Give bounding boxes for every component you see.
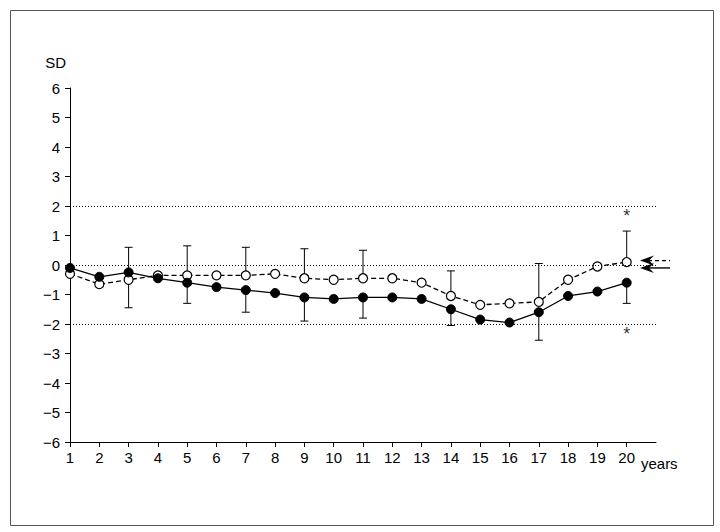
svg-text:12: 12 bbox=[384, 449, 401, 466]
svg-text:−2: −2 bbox=[43, 316, 60, 333]
svg-text:*: * bbox=[623, 324, 630, 344]
svg-text:−3: −3 bbox=[43, 345, 60, 362]
svg-text:20: 20 bbox=[618, 449, 635, 466]
svg-text:−4: −4 bbox=[43, 375, 60, 392]
svg-text:4: 4 bbox=[154, 449, 162, 466]
svg-text:18: 18 bbox=[560, 449, 577, 466]
svg-text:1: 1 bbox=[66, 449, 74, 466]
svg-text:5: 5 bbox=[183, 449, 191, 466]
svg-text:16: 16 bbox=[501, 449, 518, 466]
svg-text:2: 2 bbox=[52, 198, 60, 215]
svg-text:0: 0 bbox=[52, 257, 60, 274]
svg-text:4: 4 bbox=[52, 139, 60, 156]
svg-text:−1: −1 bbox=[43, 286, 60, 303]
svg-text:6: 6 bbox=[52, 80, 60, 97]
svg-text:3: 3 bbox=[124, 449, 132, 466]
svg-text:11: 11 bbox=[355, 449, 371, 466]
svg-text:10: 10 bbox=[325, 449, 342, 466]
svg-text:years: years bbox=[641, 455, 678, 472]
svg-text:13: 13 bbox=[413, 449, 430, 466]
svg-text:5: 5 bbox=[52, 109, 60, 126]
svg-text:19: 19 bbox=[589, 449, 606, 466]
svg-text:7: 7 bbox=[242, 449, 250, 466]
svg-text:8: 8 bbox=[271, 449, 279, 466]
svg-text:14: 14 bbox=[443, 449, 460, 466]
svg-text:1: 1 bbox=[52, 227, 60, 244]
svg-text:*: * bbox=[623, 206, 630, 226]
svg-text:2: 2 bbox=[95, 449, 103, 466]
svg-text:6: 6 bbox=[212, 449, 220, 466]
svg-text:17: 17 bbox=[530, 449, 547, 466]
svg-text:9: 9 bbox=[300, 449, 308, 466]
svg-text:−5: −5 bbox=[43, 404, 60, 421]
svg-text:−6: −6 bbox=[43, 434, 60, 451]
svg-text:SD: SD bbox=[45, 54, 66, 71]
svg-text:15: 15 bbox=[472, 449, 489, 466]
svg-text:3: 3 bbox=[52, 168, 60, 185]
